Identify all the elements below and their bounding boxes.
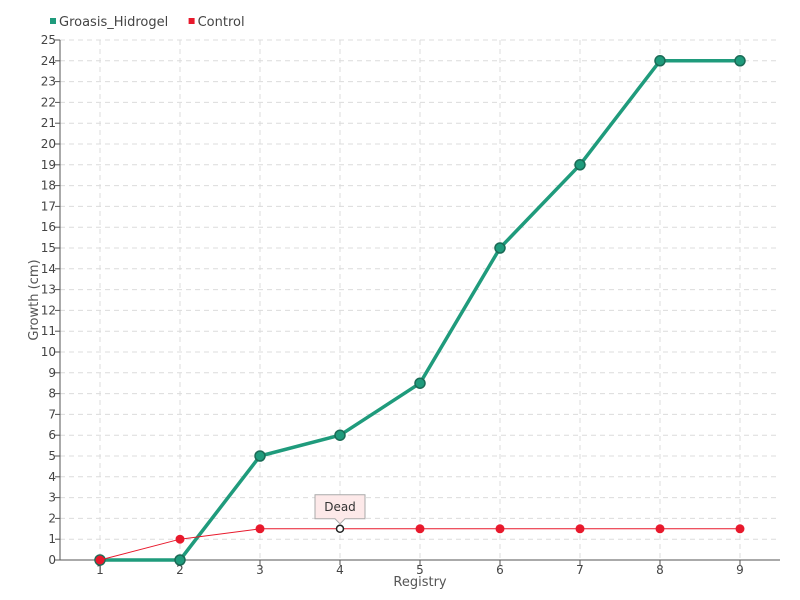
y-tick-label: 19 [41, 158, 56, 172]
data-point[interactable] [575, 524, 585, 534]
y-tick-label: 11 [41, 324, 56, 338]
y-tick-label: 20 [41, 137, 56, 151]
data-point[interactable] [95, 555, 105, 565]
data-point[interactable] [254, 450, 266, 462]
y-tick-label: 9 [48, 366, 56, 380]
x-tick-label: 8 [656, 563, 664, 577]
x-tick-label: 9 [736, 563, 744, 577]
legend-item[interactable]: Control [188, 15, 245, 30]
y-tick-label: 8 [48, 387, 56, 401]
x-tick-label: 6 [496, 563, 504, 577]
x-axis-label: Registry [393, 575, 447, 590]
y-tick-label: 1 [48, 532, 56, 546]
legend-label: Control [198, 15, 245, 30]
data-point[interactable] [495, 524, 505, 534]
y-tick-label: 7 [48, 407, 56, 421]
y-tick-label: 21 [41, 116, 56, 130]
y-tick-label: 4 [48, 470, 56, 484]
data-point[interactable] [654, 55, 666, 67]
x-tick-label: 3 [256, 563, 264, 577]
y-tick-label: 18 [41, 179, 56, 193]
y-tick-label: 24 [41, 54, 56, 68]
y-tick-label: 0 [48, 553, 56, 567]
data-point[interactable] [334, 429, 346, 441]
tick-labels: 0123456789101112131415161718192021222324… [41, 33, 744, 577]
tooltip-box [314, 494, 366, 525]
tooltip-text: Dead [324, 500, 356, 514]
data-point[interactable] [335, 524, 345, 534]
y-axis-label: Growth (cm) [27, 259, 42, 340]
y-tick-label: 6 [48, 428, 56, 442]
x-tick-label: 2 [176, 563, 184, 577]
x-tick-label: 7 [576, 563, 584, 577]
legend-swatch [188, 18, 195, 24]
series [94, 55, 746, 566]
data-point[interactable] [735, 524, 745, 534]
data-point[interactable] [734, 55, 746, 67]
y-tick-label: 16 [41, 220, 56, 234]
y-tick-label: 10 [41, 345, 56, 359]
data-point[interactable] [574, 159, 586, 171]
data-point[interactable] [414, 377, 426, 389]
data-point[interactable] [175, 534, 185, 544]
x-tick-label: 1 [96, 563, 104, 577]
y-tick-label: 22 [41, 95, 56, 109]
y-tick-label: 3 [48, 491, 56, 505]
data-point[interactable] [255, 524, 265, 534]
annotations: Dead [314, 494, 366, 525]
y-tick-label: 2 [48, 511, 56, 525]
x-tick-label: 4 [336, 563, 344, 577]
legend-label: Groasis_Hidrogel [59, 15, 168, 30]
legend-item[interactable]: Groasis_Hidrogel [50, 15, 168, 30]
legend-swatch [50, 18, 56, 24]
y-tick-label: 5 [48, 449, 56, 463]
axes [55, 39, 780, 565]
y-tick-label: 14 [41, 262, 56, 276]
legend[interactable]: Groasis_Hidrogel Control [50, 15, 245, 30]
y-tick-label: 12 [41, 303, 56, 317]
series-control [95, 524, 745, 565]
y-tick-label: 17 [41, 199, 56, 213]
data-point[interactable] [655, 524, 665, 534]
y-tick-label: 23 [41, 75, 56, 89]
annotation-tooltip: Dead [314, 494, 366, 525]
data-point[interactable] [415, 524, 425, 534]
grid-lines [60, 39, 780, 560]
y-tick-label: 13 [41, 283, 56, 297]
y-tick-label: 25 [41, 33, 56, 47]
y-tick-label: 15 [41, 241, 56, 255]
data-point[interactable] [174, 554, 186, 566]
data-point[interactable] [494, 242, 506, 254]
x-tick-label: 5 [416, 563, 424, 577]
